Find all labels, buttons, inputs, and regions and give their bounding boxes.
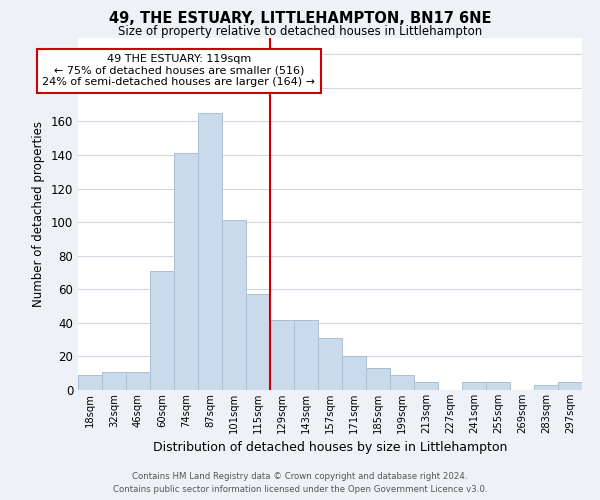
Bar <box>126 372 150 390</box>
Bar <box>270 320 294 390</box>
Bar <box>150 271 174 390</box>
Bar <box>486 382 510 390</box>
Bar <box>462 382 486 390</box>
Text: 49 THE ESTUARY: 119sqm
← 75% of detached houses are smaller (516)
24% of semi-de: 49 THE ESTUARY: 119sqm ← 75% of detached… <box>43 54 316 88</box>
Bar <box>414 382 438 390</box>
Bar <box>558 382 582 390</box>
Bar <box>366 368 390 390</box>
X-axis label: Distribution of detached houses by size in Littlehampton: Distribution of detached houses by size … <box>153 442 507 454</box>
Bar <box>222 220 246 390</box>
Bar <box>174 154 198 390</box>
Bar <box>342 356 366 390</box>
Bar <box>198 113 222 390</box>
Text: Contains HM Land Registry data © Crown copyright and database right 2024.
Contai: Contains HM Land Registry data © Crown c… <box>113 472 487 494</box>
Bar <box>294 320 318 390</box>
Bar <box>318 338 342 390</box>
Bar <box>246 294 270 390</box>
Y-axis label: Number of detached properties: Number of detached properties <box>32 120 45 306</box>
Text: Size of property relative to detached houses in Littlehampton: Size of property relative to detached ho… <box>118 25 482 38</box>
Bar <box>390 375 414 390</box>
Bar <box>102 372 126 390</box>
Text: 49, THE ESTUARY, LITTLEHAMPTON, BN17 6NE: 49, THE ESTUARY, LITTLEHAMPTON, BN17 6NE <box>109 11 491 26</box>
Bar <box>78 375 102 390</box>
Bar <box>534 385 558 390</box>
